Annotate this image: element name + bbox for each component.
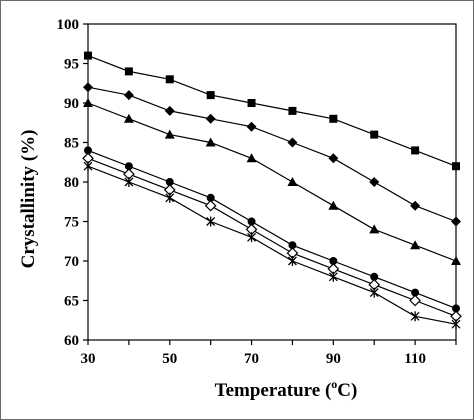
series-1-point-100 xyxy=(370,130,379,139)
series-3-point-70 xyxy=(246,153,257,163)
series-6-point-120 xyxy=(451,319,461,330)
series-1-point-30 xyxy=(84,51,92,60)
series-2-point-60 xyxy=(205,113,216,124)
series-3-point-100 xyxy=(369,224,380,234)
series-1-point-120 xyxy=(452,162,460,171)
series-1-point-80 xyxy=(288,106,297,115)
series-2-point-90 xyxy=(328,153,339,164)
series-2-point-50 xyxy=(164,105,175,116)
series-4-point-50 xyxy=(165,178,174,186)
series-4-point-110 xyxy=(411,288,420,297)
series-3-line xyxy=(87,102,457,262)
series-1-point-60 xyxy=(206,91,215,100)
series-5-point-60 xyxy=(204,199,217,212)
series-3-point-60 xyxy=(205,137,216,147)
series-2-line xyxy=(87,86,457,223)
series-6-line xyxy=(87,165,457,325)
series-6-point-80 xyxy=(287,256,297,266)
x-tick-label-110: 110 xyxy=(404,351,426,367)
series-6-point-60 xyxy=(206,216,216,227)
series-3-point-80 xyxy=(287,177,298,186)
series-4-point-30 xyxy=(84,146,92,155)
plot-border xyxy=(87,23,457,341)
tick-labels: 60 65 70 75 80 85 90 95 100 30 50 70 90 110 xyxy=(57,17,426,367)
series-4-point-120 xyxy=(452,304,460,313)
series-3-point-120 xyxy=(451,256,461,265)
series-5-line xyxy=(87,157,457,317)
x-axis-title-unit-open: ( xyxy=(320,380,331,401)
x-axis-title-unit-close: C) xyxy=(337,380,357,401)
x-axis-title-name: Temperature xyxy=(215,380,321,401)
series-1-point-50 xyxy=(165,75,174,84)
series-1-point-110 xyxy=(411,146,420,155)
series-6 xyxy=(83,161,461,330)
y-tick-label-80: 80 xyxy=(64,175,79,191)
series-3-point-50 xyxy=(164,129,175,139)
series-4-point-70 xyxy=(247,217,256,226)
y-tick-label-75: 75 xyxy=(64,215,79,231)
y-tick-label-85: 85 xyxy=(64,136,79,152)
series-2-point-30 xyxy=(83,82,93,93)
series-2-point-120 xyxy=(451,216,461,227)
series-1-point-90 xyxy=(329,114,338,123)
series-4-line xyxy=(87,149,457,309)
series-6-point-100 xyxy=(369,287,379,298)
plot-area xyxy=(87,23,457,341)
series-4-point-40 xyxy=(124,162,133,171)
series-2-point-40 xyxy=(123,90,134,101)
series-4-point-100 xyxy=(370,272,379,281)
series-6-point-40 xyxy=(124,177,134,187)
y-tick-label-100: 100 xyxy=(57,17,80,33)
series-2-point-80 xyxy=(287,137,298,148)
series-6-point-30 xyxy=(83,161,93,172)
series-3-point-40 xyxy=(123,113,134,123)
series-1-point-70 xyxy=(247,99,256,107)
series-3 xyxy=(83,98,461,265)
series-6-point-50 xyxy=(165,192,175,203)
series-3-point-110 xyxy=(410,240,421,250)
series-5-point-110 xyxy=(409,294,421,307)
x-tick-label-70: 70 xyxy=(244,351,259,367)
series-2-point-100 xyxy=(369,177,380,187)
x-axis-title-degree: o xyxy=(331,377,337,391)
x-axis-title: Temperature (oC) xyxy=(215,377,358,401)
series-4-point-90 xyxy=(329,257,338,265)
series-1 xyxy=(84,51,460,171)
series-4-point-80 xyxy=(288,241,297,250)
y-tick-label-95: 95 xyxy=(64,57,79,73)
series-1-point-40 xyxy=(124,67,133,76)
axes xyxy=(83,23,457,345)
y-tick-label-60: 60 xyxy=(64,333,79,349)
y-axis-title: Crystallinity (%) xyxy=(18,130,39,269)
x-tick-label-30: 30 xyxy=(81,351,96,367)
chart-marks xyxy=(82,51,462,330)
series-6-point-70 xyxy=(247,232,257,243)
series-6-point-90 xyxy=(328,271,338,282)
series-2 xyxy=(83,82,461,227)
x-tick-label-50: 50 xyxy=(162,351,177,367)
series-6-point-110 xyxy=(410,311,420,322)
y-tick-label-90: 90 xyxy=(64,96,79,112)
series-2-point-110 xyxy=(410,200,421,211)
y-tick-label-65: 65 xyxy=(64,294,79,310)
series-3-point-90 xyxy=(328,200,339,210)
series-4-point-60 xyxy=(206,193,215,202)
series-1-line xyxy=(87,55,457,167)
series-5 xyxy=(82,152,462,323)
x-tick-label-90: 90 xyxy=(326,351,341,367)
series-4 xyxy=(84,146,460,313)
series-2-point-70 xyxy=(246,121,257,132)
y-tick-label-70: 70 xyxy=(64,254,79,270)
